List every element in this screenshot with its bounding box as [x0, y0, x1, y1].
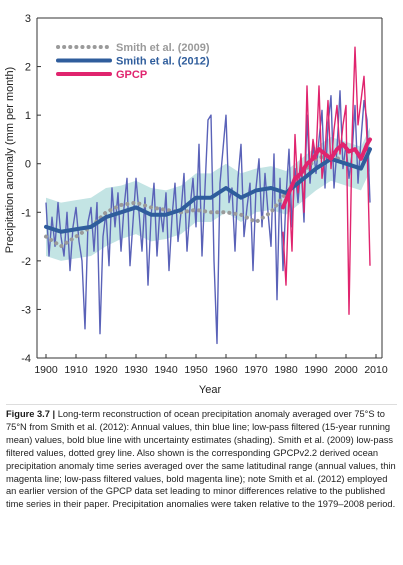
x-tick-label: 2010: [364, 364, 388, 376]
y-tick-label: 0: [25, 159, 31, 171]
y-tick-label: -1: [21, 207, 31, 219]
chart: Precipitation anomaly (mm per month) Yea…: [4, 13, 388, 396]
legend-label: Smith et al. (2009): [116, 42, 210, 54]
uncertainty-band: [46, 127, 370, 261]
y-tick-label: -3: [21, 304, 31, 316]
x-tick-label: 1970: [244, 364, 268, 376]
y-tick-label: 3: [25, 13, 31, 25]
x-tick-label: 2000: [334, 364, 358, 376]
x-tick-label: 1960: [214, 364, 238, 376]
y-axis-label: Precipitation anomaly (mm per month): [4, 67, 16, 253]
y-tick-label: -4: [21, 353, 31, 365]
x-tick-label: 1920: [94, 364, 118, 376]
x-tick-label: 1990: [304, 364, 328, 376]
series-line: [281, 137, 372, 210]
x-tick-label: 1910: [64, 364, 88, 376]
y-tick-label: -2: [21, 256, 31, 268]
y-tick-label: 2: [25, 62, 31, 74]
x-axis-label: Year: [199, 384, 222, 396]
series-line: [44, 151, 363, 249]
x-tick-label: 1900: [34, 364, 58, 376]
series-line: [45, 90, 371, 345]
caption-text: Long-term reconstruction of ocean precip…: [6, 409, 396, 510]
legend-label: Smith et al. (2012): [116, 56, 210, 68]
x-tick-label: 1930: [124, 364, 148, 376]
y-tick-label: 1: [25, 110, 31, 122]
x-tick-label: 1980: [274, 364, 298, 376]
caption-label: Figure 3.7 |: [6, 409, 56, 419]
x-tick-label: 1940: [154, 364, 178, 376]
x-tick-label: 1950: [184, 364, 208, 376]
legend-label: GPCP: [116, 69, 147, 81]
caption: Figure 3.7 | Long-term reconstruction of…: [6, 404, 397, 511]
series-line: [44, 147, 372, 234]
